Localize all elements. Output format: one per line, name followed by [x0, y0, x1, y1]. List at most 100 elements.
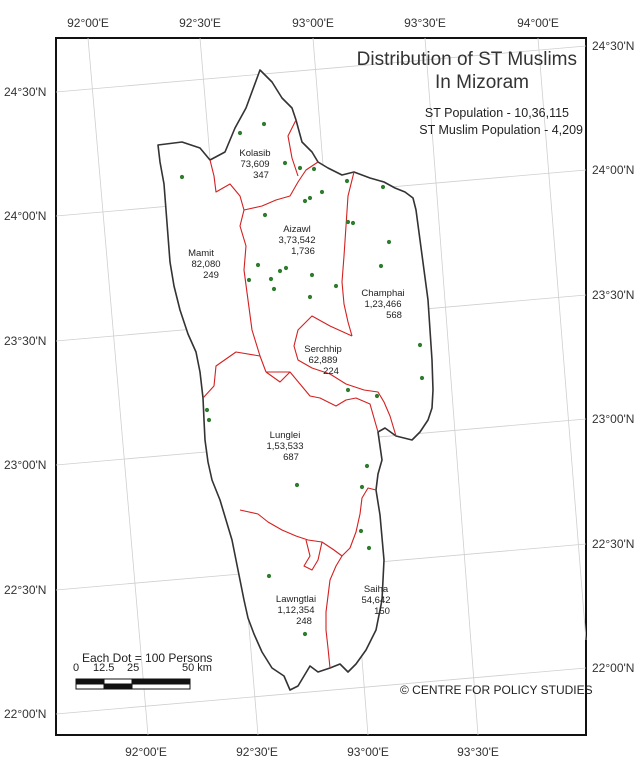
scale-tick-label: 25 — [127, 662, 140, 674]
district-muslims: 687 — [283, 452, 299, 463]
graticule-meridian — [424, 37, 479, 736]
kolasib-aizawl-east — [287, 119, 299, 177]
district-label-serchhip: Serchhip 62,889 224 — [304, 344, 342, 377]
tick-left: 24°00'N — [4, 209, 46, 223]
scale-segment — [75, 683, 105, 690]
population-dot — [294, 482, 300, 488]
population-dot — [378, 263, 384, 269]
population-dot — [262, 212, 268, 218]
district-label-champhai: Champhai 1,23,466 568 — [361, 288, 404, 321]
district-muslims: 248 — [296, 616, 312, 627]
tick-top: 92°00'E — [67, 16, 109, 30]
lawngtlai-notch — [303, 539, 323, 571]
population-dot — [302, 631, 308, 637]
kolasib-boundary — [209, 159, 319, 211]
tick-top: 93°00'E — [292, 16, 334, 30]
population-dot — [319, 189, 325, 195]
population-dot — [364, 463, 370, 469]
district-muslims: 249 — [203, 270, 219, 281]
population-dot — [374, 393, 380, 399]
district-name: Lunglei — [269, 430, 301, 441]
district-population: 62,889 — [308, 355, 338, 366]
dot-layer — [179, 121, 425, 637]
population-dot — [359, 484, 365, 490]
scale-segment — [75, 678, 105, 685]
population-dot — [417, 342, 423, 348]
tick-top: 92°30'E — [179, 16, 221, 30]
scale-segment — [131, 683, 191, 690]
district-muslims: 568 — [386, 310, 402, 321]
district-population: 1,23,466 — [364, 299, 402, 310]
population-dot — [307, 195, 313, 201]
population-dot — [271, 286, 277, 292]
population-dot — [345, 219, 351, 225]
district-name: Aizawl — [283, 224, 311, 235]
graticule-parallel — [55, 45, 587, 93]
population-dot — [283, 265, 289, 271]
district-label-lunglei: Lunglei 1,53,533 687 — [267, 430, 304, 463]
district-name: Lawngtlai — [275, 594, 317, 605]
top-ticks: 92°00'E 92°30'E 93°00'E 93°30'E 94°00'E — [67, 16, 559, 30]
scale-tick-label: 0 — [73, 662, 80, 674]
population-dot — [307, 294, 313, 300]
dot-legend: Each Dot = 100 Persons — [82, 651, 213, 665]
population-dot — [179, 174, 185, 180]
aizawl-serchhip-boundary — [266, 371, 379, 433]
population-dot — [344, 178, 350, 184]
population-dot — [386, 239, 392, 245]
district-muslims: 1,736 — [291, 246, 315, 257]
population-dot — [246, 277, 252, 283]
tick-bottom: 92°00'E — [125, 745, 167, 759]
lunglei-south-boundary — [239, 487, 377, 557]
population-dot — [419, 375, 425, 381]
district-boundaries — [202, 119, 397, 669]
aizawl-serchhip-west — [265, 371, 291, 383]
district-population: 82,080 — [191, 259, 221, 270]
district-label-mamit: Mamit 82,080 249 — [188, 248, 224, 281]
population-dot — [358, 528, 364, 534]
district-population: 73,609 — [240, 159, 270, 170]
serchhip-boundary — [293, 315, 397, 437]
credit-text: © CENTRE FOR POLICY STUDIES — [400, 683, 593, 697]
district-population: 54,642 — [361, 595, 391, 606]
map-title-line1: Distribution of ST Muslims — [356, 49, 577, 70]
scale-segment — [131, 678, 191, 685]
population-dot — [282, 160, 288, 166]
scale-segment — [103, 683, 133, 690]
population-dot — [297, 165, 303, 171]
population-stats: ST Population - 10,36,115 ST Muslim Popu… — [419, 105, 583, 139]
district-name: Saiha — [363, 584, 389, 595]
district-name: Kolasib — [239, 148, 271, 159]
district-muslims: 347 — [253, 170, 269, 181]
district-name: Champhai — [361, 288, 405, 299]
district-population: 1,53,533 — [266, 441, 304, 452]
graticule-meridian — [87, 37, 149, 736]
population-dot — [380, 184, 386, 190]
lawngtlai-saiha-boundary — [325, 555, 343, 669]
population-dot — [204, 407, 210, 413]
tick-left: 22°30'N — [4, 583, 46, 597]
population-dot — [206, 417, 212, 423]
population-dot — [268, 276, 274, 282]
population-dot — [302, 198, 308, 204]
district-name: Mamit — [188, 248, 214, 259]
tick-left: 22°00'N — [4, 707, 46, 721]
population-dot — [255, 262, 261, 268]
district-label-aizawl: Aizawl 3,73,542 1,736 — [279, 224, 316, 257]
population-dot — [350, 220, 356, 226]
tick-left: 23°30'N — [4, 334, 46, 348]
population-dot — [309, 272, 315, 278]
mamit-aizawl-boundary — [239, 209, 267, 373]
tick-left: 23°00'N — [4, 458, 46, 472]
population-dot — [237, 130, 243, 136]
map-title: Distribution of ST Muslims In Mizoram — [357, 48, 577, 94]
population-dot — [277, 268, 283, 274]
tick-left: 24°30'N — [4, 85, 46, 99]
population-dot — [333, 283, 339, 289]
population-dot — [261, 121, 267, 127]
district-label-saiha: Saiha 54,642 150 — [361, 584, 390, 617]
district-muslims: 150 — [374, 606, 390, 617]
district-muslims: 224 — [323, 366, 339, 377]
bottom-ticks: 92°00'E 92°30'E 93°00'E 93°30'E — [125, 745, 499, 759]
